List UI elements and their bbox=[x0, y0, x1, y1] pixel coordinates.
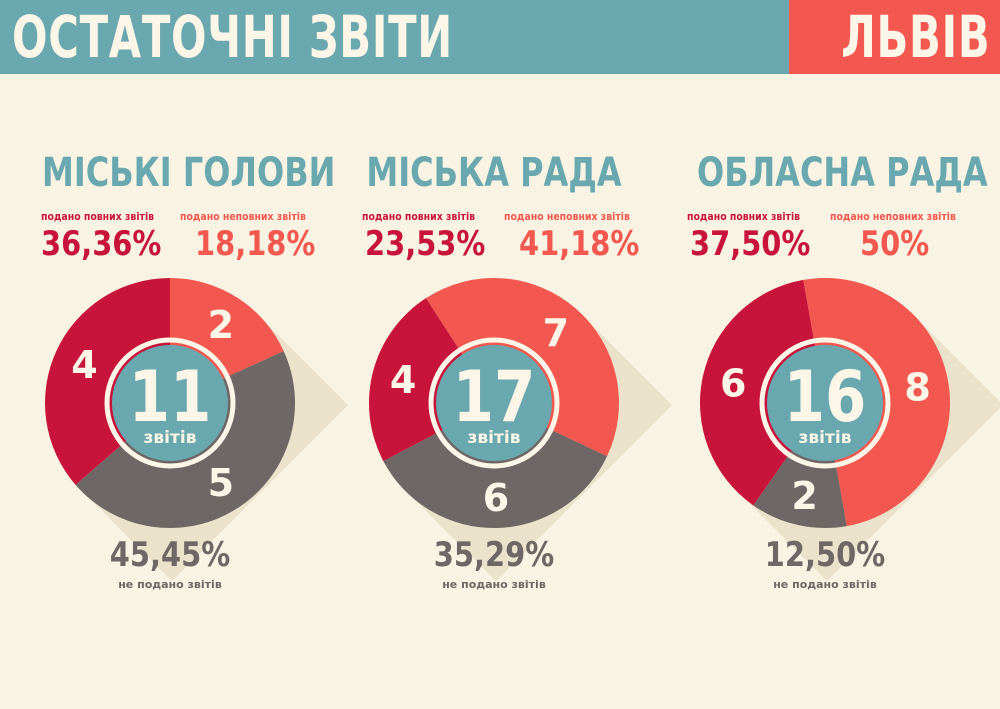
partial-reports-percent: 50% bbox=[860, 224, 930, 264]
slice-full bbox=[369, 298, 494, 462]
chart-panel-city-council: МІСЬКА РАДА подано повних звітів подано … bbox=[334, 150, 672, 600]
full-reports-label: подано повних звітів bbox=[41, 210, 155, 223]
chart-title: МІСЬКА РАДА bbox=[366, 150, 622, 196]
slice-value-label: 2 bbox=[208, 303, 234, 347]
full-reports-percent: 23,53% bbox=[365, 224, 486, 264]
full-reports-percent: 36,36% bbox=[41, 224, 162, 264]
center-circle bbox=[436, 345, 552, 461]
partial-reports-label: подано неповних звітів bbox=[504, 210, 630, 223]
slice-value-label: 6 bbox=[483, 476, 509, 520]
missing-reports-percent: 12,50% bbox=[764, 535, 886, 575]
total-count: 17 bbox=[453, 357, 536, 438]
partial-reports-percent: 41,18% bbox=[519, 224, 640, 264]
missing-reports-percent: 45,45% bbox=[109, 535, 231, 575]
chart-title: ОБЛАСНА РАДА bbox=[697, 150, 988, 196]
center-ring bbox=[104, 337, 236, 469]
missing-reports-label: не подано звітів bbox=[118, 578, 222, 591]
full-reports-percent: 37,50% bbox=[690, 224, 811, 264]
center-ring bbox=[428, 337, 560, 469]
slice-value-label: 5 bbox=[208, 461, 234, 505]
total-count: 16 bbox=[784, 357, 867, 438]
total-unit: звітів bbox=[799, 428, 852, 448]
slice-value-label: 2 bbox=[791, 474, 817, 518]
slice-value-label: 7 bbox=[543, 311, 569, 355]
total-unit: звітів bbox=[468, 428, 521, 448]
slice-value-label: 4 bbox=[390, 358, 416, 402]
slice-value-label: 4 bbox=[71, 343, 97, 387]
partial-reports-percent: 18,18% bbox=[195, 224, 316, 264]
center-circle bbox=[112, 345, 228, 461]
page-title: ОСТАТОЧНІ ЗВІТИ bbox=[12, 3, 453, 71]
chart-panel-regional-council: ОБЛАСНА РАДА подано повних звітів подано… bbox=[665, 150, 1000, 600]
full-reports-label: подано повних звітів bbox=[687, 210, 801, 223]
slice-value-label: 8 bbox=[904, 366, 930, 410]
partial-reports-label: подано неповних звітів bbox=[830, 210, 956, 223]
city-label: ЛЬВІВ bbox=[840, 3, 990, 71]
missing-reports-percent: 35,29% bbox=[433, 535, 555, 575]
total-count: 11 bbox=[129, 357, 212, 438]
full-reports-label: подано повних звітів bbox=[362, 210, 476, 223]
chart-panel-mayors: МІСЬКІ ГОЛОВИ подано повних звітів подан… bbox=[10, 150, 348, 600]
center-ring bbox=[759, 337, 891, 469]
slice-full bbox=[44, 278, 170, 485]
slice-value-label: 6 bbox=[720, 362, 746, 406]
chart-title: МІСЬКІ ГОЛОВИ bbox=[42, 150, 336, 196]
partial-reports-label: подано неповних звітів bbox=[180, 210, 306, 223]
city-badge: ЛЬВІВ bbox=[789, 0, 1000, 74]
missing-reports-label: не подано звітів bbox=[773, 578, 877, 591]
center-circle bbox=[767, 345, 883, 461]
missing-reports-label: не подано звітів bbox=[442, 578, 546, 591]
total-unit: звітів bbox=[144, 428, 197, 448]
